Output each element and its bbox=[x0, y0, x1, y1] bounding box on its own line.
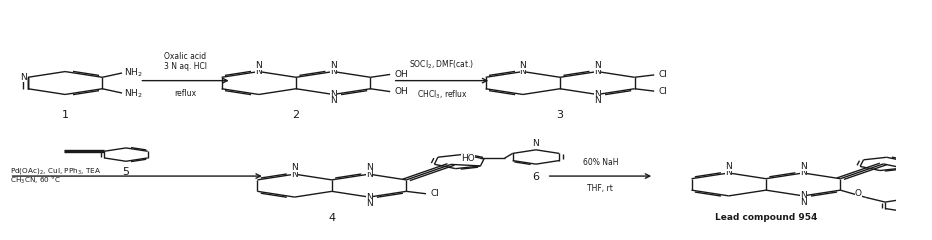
Text: CHCl$_3$, reflux: CHCl$_3$, reflux bbox=[417, 89, 467, 102]
Text: 5: 5 bbox=[122, 168, 130, 178]
Text: N: N bbox=[365, 199, 373, 208]
Text: SOCl$_2$, DMF(cat.): SOCl$_2$, DMF(cat.) bbox=[409, 59, 474, 71]
Text: reflux: reflux bbox=[174, 89, 197, 98]
Text: Cl: Cl bbox=[659, 70, 667, 79]
Text: N: N bbox=[255, 61, 262, 70]
Text: N: N bbox=[594, 96, 601, 105]
Text: NH$_2$: NH$_2$ bbox=[124, 88, 143, 100]
Text: N: N bbox=[330, 90, 336, 99]
Text: CH$_3$CN, 60 °C: CH$_3$CN, 60 °C bbox=[9, 175, 61, 186]
Text: N: N bbox=[800, 168, 806, 177]
Text: Oxalic acid
3 N aq. HCl: Oxalic acid 3 N aq. HCl bbox=[164, 52, 207, 71]
Text: N: N bbox=[532, 139, 540, 148]
Text: Lead compound 954: Lead compound 954 bbox=[715, 213, 817, 222]
Text: N: N bbox=[255, 67, 262, 76]
Text: THF, rt: THF, rt bbox=[587, 184, 613, 193]
Text: Cl: Cl bbox=[431, 189, 439, 198]
Text: N: N bbox=[330, 61, 336, 70]
Text: N: N bbox=[725, 168, 733, 177]
Text: N: N bbox=[365, 192, 373, 202]
Text: 6: 6 bbox=[532, 172, 540, 182]
Text: 3: 3 bbox=[556, 110, 564, 120]
Text: N: N bbox=[594, 67, 601, 76]
Text: N: N bbox=[519, 67, 527, 76]
Text: 2: 2 bbox=[293, 110, 299, 120]
Text: N: N bbox=[519, 61, 527, 70]
Text: 1: 1 bbox=[62, 110, 69, 120]
Text: N: N bbox=[594, 61, 601, 70]
Text: 4: 4 bbox=[328, 213, 336, 223]
Text: Pd(OAc)$_2$, CuI, PPh$_3$, TEA: Pd(OAc)$_2$, CuI, PPh$_3$, TEA bbox=[9, 166, 101, 176]
Text: N: N bbox=[292, 163, 298, 172]
Text: N: N bbox=[21, 73, 27, 82]
Text: N: N bbox=[330, 67, 336, 76]
Text: 60% NaH: 60% NaH bbox=[582, 157, 618, 167]
Text: N: N bbox=[594, 90, 601, 99]
Text: OH: OH bbox=[394, 70, 408, 79]
Text: HO: HO bbox=[461, 154, 475, 163]
Text: N: N bbox=[330, 96, 336, 105]
Text: NH$_2$: NH$_2$ bbox=[124, 66, 143, 78]
Text: Cl: Cl bbox=[659, 87, 667, 96]
Text: O: O bbox=[855, 189, 862, 198]
Text: OH: OH bbox=[394, 87, 408, 96]
Text: N: N bbox=[365, 170, 373, 179]
Text: N: N bbox=[800, 162, 806, 171]
Text: N: N bbox=[292, 170, 298, 179]
Text: N: N bbox=[365, 163, 373, 172]
Text: N: N bbox=[800, 198, 806, 207]
Text: N: N bbox=[725, 162, 733, 171]
Text: N: N bbox=[800, 191, 806, 200]
